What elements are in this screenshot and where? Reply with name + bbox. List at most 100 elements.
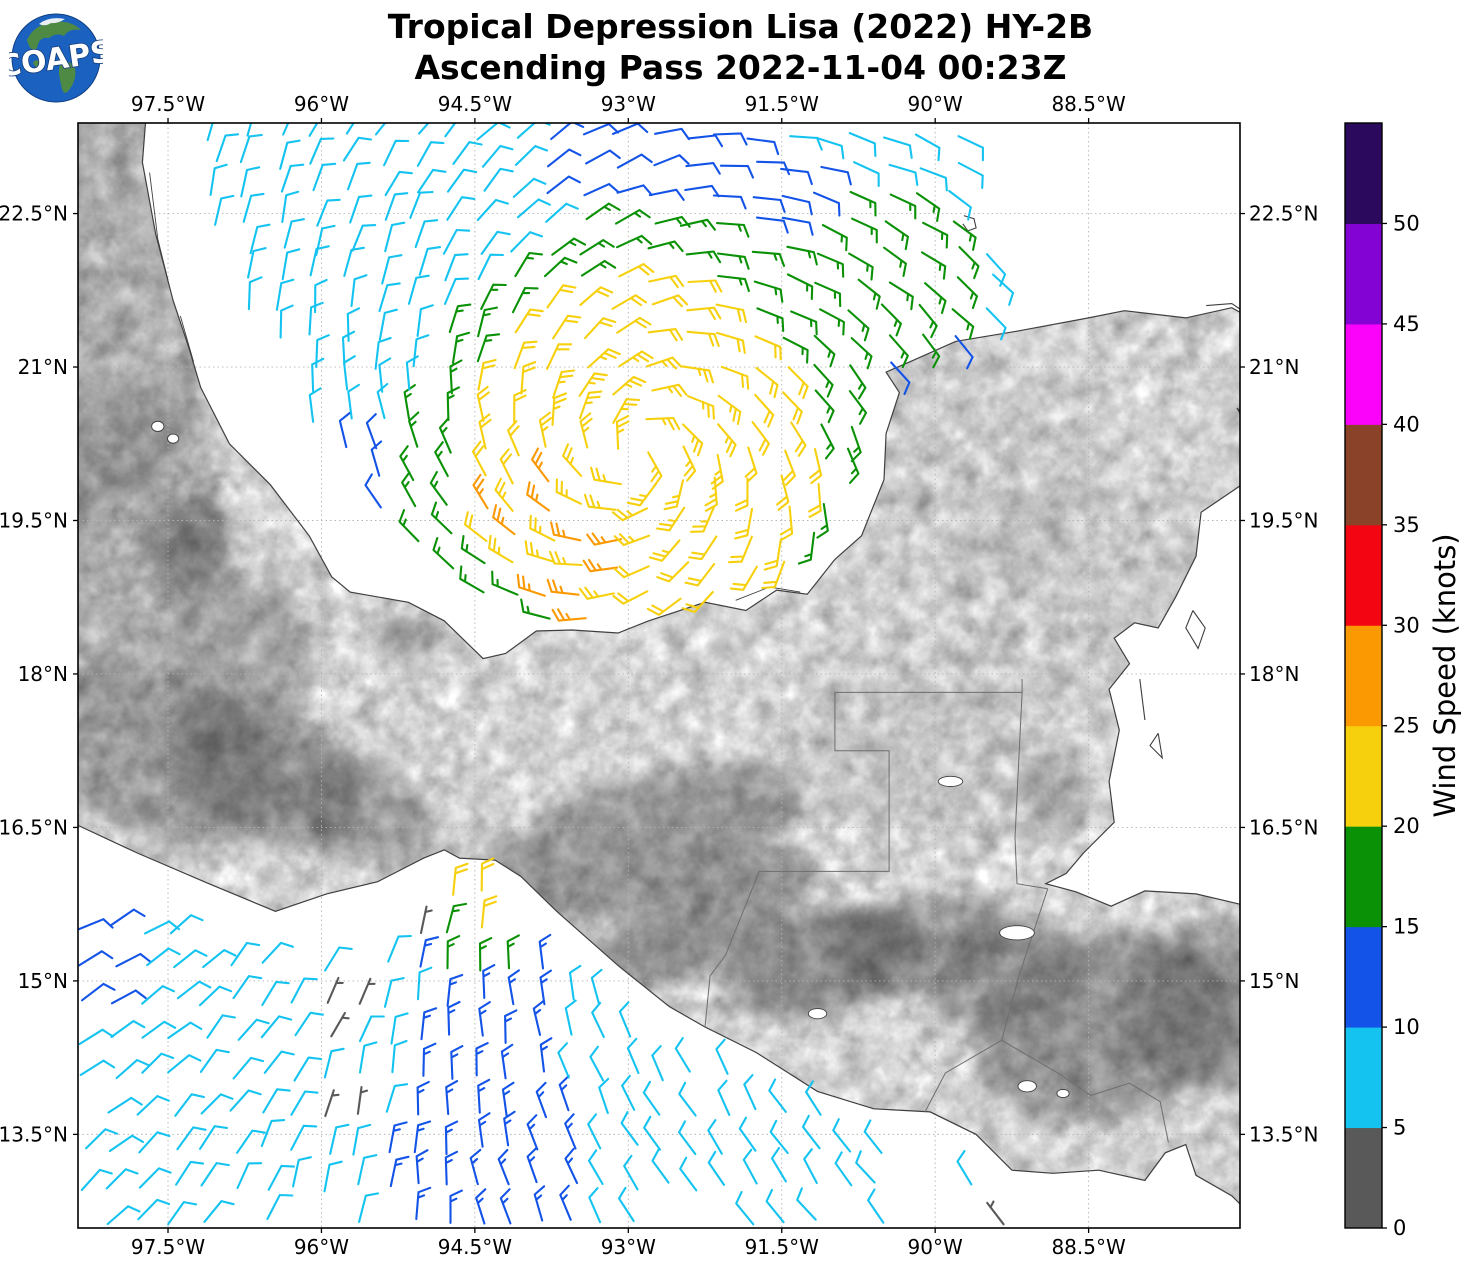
wind-barb (579, 286, 614, 306)
wind-barb (546, 578, 580, 596)
wind-barb (445, 902, 468, 934)
wind-barb (110, 989, 147, 1005)
wind-barb (365, 413, 378, 450)
wind-barb (752, 196, 786, 213)
wind-barb (715, 303, 748, 324)
wind-barb (751, 250, 786, 267)
wind-barb (583, 183, 620, 197)
wind-barb (314, 278, 328, 314)
wind-barb (531, 447, 550, 483)
wind-barb (415, 1186, 432, 1221)
wind-barb (681, 590, 714, 613)
wind-barb (408, 411, 420, 448)
wind-barb (520, 361, 537, 395)
graticule-gridlines (78, 123, 1240, 1228)
wind-barb (564, 1147, 579, 1185)
wind-barb (589, 1045, 605, 1082)
wind-barb (463, 511, 488, 542)
wind-barb (776, 474, 790, 511)
lat-label-right: 22.5°N (1249, 202, 1319, 226)
wind-barb (446, 386, 460, 422)
chart-title-line1: Tropical Depression Lisa (2022) HY-2B (387, 7, 1094, 46)
wind-barb (889, 193, 917, 220)
wind-barb (85, 1128, 119, 1150)
colorbar-tick-label: 30 (1393, 613, 1420, 637)
wind-barb (686, 330, 720, 348)
wind-barb (551, 392, 568, 426)
wind-barb (623, 1154, 639, 1191)
wind-barb (948, 189, 972, 221)
wind-barb (198, 985, 233, 1007)
wind-barb (141, 985, 176, 1005)
wind-barb (612, 590, 649, 605)
lat-label-right: 18°N (1249, 662, 1299, 686)
wind-barb (583, 493, 617, 511)
wind-barb (358, 1192, 380, 1223)
wind-barb (769, 1119, 789, 1155)
wind-barb (262, 1088, 291, 1114)
wind-barb (717, 394, 742, 426)
wind-barb (985, 307, 1007, 341)
wind-barb (538, 411, 553, 448)
wind-barb (648, 274, 685, 289)
wind-barb (957, 135, 984, 162)
wind-barb (651, 383, 688, 397)
wind-barb (345, 123, 355, 135)
wind-barb (761, 560, 786, 590)
lon-label-bottom: 97.5°W (131, 1235, 206, 1259)
wind-barb (146, 947, 181, 967)
wind-barb (646, 597, 682, 616)
wind-barb (247, 276, 263, 311)
wind-barb (915, 192, 941, 222)
wind-barb (266, 1193, 294, 1221)
wind-barb (546, 284, 577, 309)
wind-barb (986, 1200, 1005, 1226)
wind-barb (728, 535, 753, 564)
wind-barb (753, 280, 784, 303)
wind-barb (814, 136, 845, 160)
colorbar-tick-label: 20 (1393, 814, 1420, 838)
wind-barb (814, 389, 835, 424)
colorbar-segment (1345, 725, 1382, 827)
wind-barb (890, 361, 911, 396)
wind-barb (516, 198, 551, 219)
lon-label-bottom: 88.5°W (1051, 1235, 1126, 1259)
wind-barb (751, 421, 770, 456)
wind-barb (292, 1156, 312, 1188)
wind-barb (765, 1188, 785, 1224)
wind-barb (214, 194, 235, 226)
lake-outline (167, 433, 180, 444)
wind-barb (779, 505, 794, 541)
lat-label-right: 16.5°N (1249, 815, 1319, 839)
wind-barb (578, 586, 615, 600)
wind-barb (460, 535, 486, 565)
lat-label-left: 22.5°N (0, 202, 68, 226)
wind-barb (494, 477, 514, 512)
wind-barb (110, 908, 146, 926)
wind-barb (651, 1148, 670, 1184)
wind-barb (419, 936, 440, 968)
wind-barb (499, 1188, 512, 1225)
wind-barb (789, 135, 823, 151)
wind-barb (491, 570, 519, 596)
wind-barb (558, 1074, 570, 1112)
wind-barb (450, 1045, 464, 1080)
country-border (924, 1039, 1002, 1113)
wind-barb (370, 440, 383, 477)
wind-barb (323, 1047, 345, 1079)
wind-barb (78, 1028, 115, 1046)
wind-barb (401, 471, 417, 508)
wind-barb (446, 935, 461, 970)
wind-barb (985, 253, 1007, 287)
lake-outline (151, 420, 165, 432)
wind-barb (175, 1160, 205, 1186)
wind-barb (516, 123, 551, 139)
wind-barb (717, 423, 737, 458)
wind-barb (611, 123, 649, 135)
wind-barb (351, 224, 377, 252)
wind-barb (481, 144, 514, 168)
wind-barb (780, 167, 813, 186)
wind-barb (543, 256, 578, 278)
